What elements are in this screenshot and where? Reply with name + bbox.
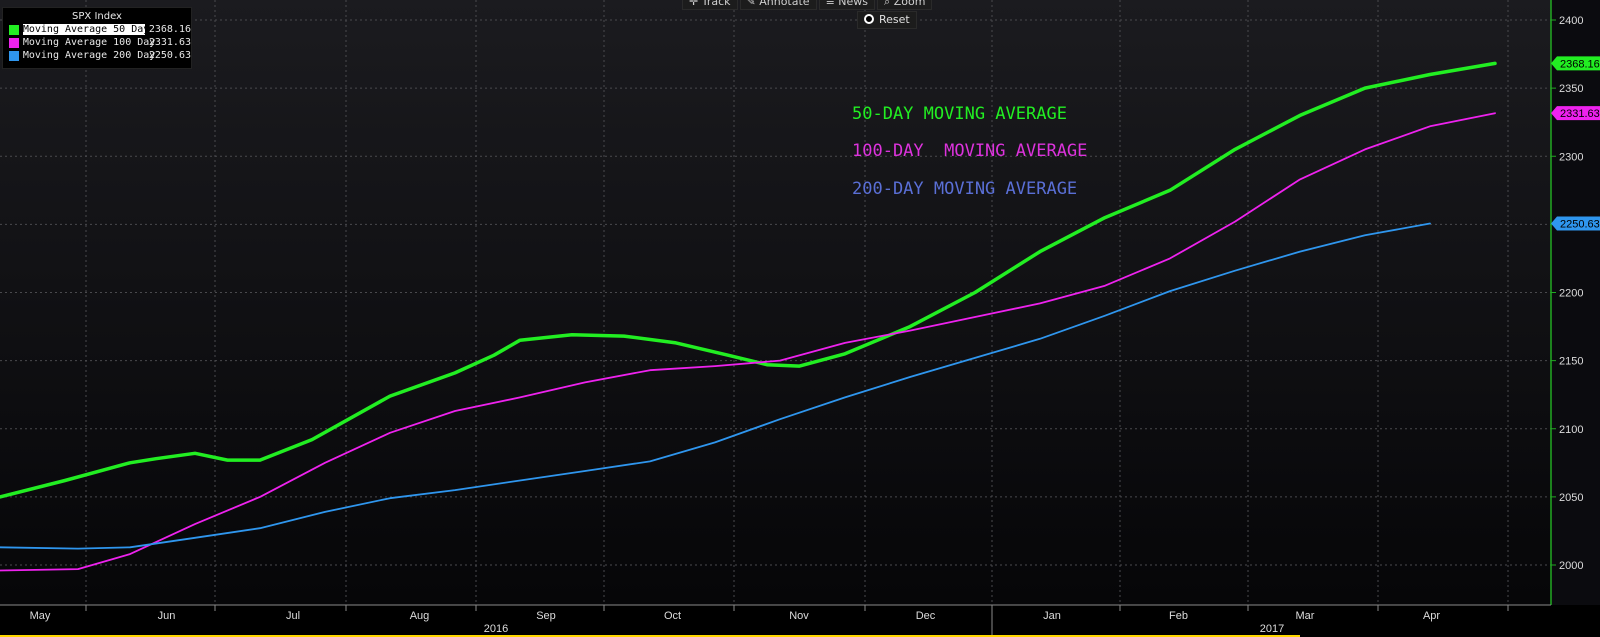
x-tick-label: Feb [1169, 610, 1188, 622]
legend-swatch-ma50 [9, 24, 19, 35]
crosshair-icon: ✛ [689, 0, 702, 8]
year-label: 2017 [1260, 623, 1284, 635]
timeline-bar [0, 635, 1300, 637]
year-label: 2016 [484, 623, 508, 635]
series-ma50-line [0, 61, 1497, 499]
x-tick-label: Sep [536, 610, 556, 622]
y-tick-label: 2100 [1559, 424, 1583, 436]
zoom-button[interactable]: ⌕ Zoom [877, 0, 933, 10]
x-tick-label: May [30, 610, 51, 622]
annotation-ma50: 50-DAY MOVING AVERAGE [852, 104, 1067, 124]
legend-label: Moving Average 50 Day [22, 24, 150, 35]
news-button[interactable]: ≡ News [818, 0, 876, 10]
legend-title: SPX Index [72, 11, 122, 22]
y-tick-label: 2350 [1559, 83, 1583, 95]
annotate-button[interactable]: ✎ Annotate [739, 0, 817, 10]
last-value-tag-ma50-label: 2368.16 [1560, 58, 1600, 70]
legend-value: 2331.63 [148, 37, 191, 48]
x-tick-label: Jul [286, 610, 300, 622]
y-tick-label: 2000 [1559, 560, 1583, 572]
last-value-tag-ma50 [1551, 56, 1600, 71]
y-tick-label: 2050 [1559, 492, 1583, 504]
y-tick-label: 2150 [1559, 356, 1583, 368]
track-button[interactable]: ✛ Track [682, 0, 738, 10]
reset-button[interactable]: Reset [857, 11, 917, 29]
x-tick-label: Oct [664, 610, 681, 622]
series-ma200-line [0, 222, 1431, 550]
x-tick-label: Dec [916, 610, 936, 622]
annotate-icon: ✎ [746, 0, 760, 8]
plot-background [0, 0, 1551, 605]
legend-item-ma50[interactable]: Moving Average 50 Day 2368.16 [3, 23, 191, 36]
y-tick-label: 2200 [1559, 288, 1583, 300]
annotation-ma100: 100-DAY MOVING AVERAGE [852, 141, 1088, 161]
last-value-tag-ma100 [1551, 106, 1600, 121]
legend-swatch-ma100 [9, 37, 19, 48]
last-value-tag-ma100-label: 2331.63 [1560, 108, 1600, 120]
legend-item-ma100[interactable]: Moving Average 100 Day 2331.63 [3, 36, 191, 49]
y-tick-label: 2300 [1559, 151, 1583, 163]
legend-value: 2250.63 [148, 50, 191, 61]
zoom-icon: ⌕ [884, 0, 894, 8]
chart-legend: SPX Index Moving Average 50 Day 2368.16 … [2, 7, 192, 69]
legend-label: Moving Average 200 Day [22, 50, 156, 61]
x-tick-label: Aug [410, 610, 430, 622]
x-tick-label: Jun [158, 610, 176, 622]
last-value-tag-ma200 [1551, 216, 1600, 231]
series-ma100-line [0, 112, 1496, 572]
x-tick-label: Apr [1423, 610, 1440, 622]
annotation-ma200: 200-DAY MOVING AVERAGE [852, 179, 1078, 199]
x-axis-band [0, 605, 1600, 637]
y-tick-label: 2400 [1559, 15, 1583, 27]
chart-toolbar: ✛ Track ✎ Annotate ≡ News ⌕ Zoom [682, 0, 934, 10]
legend-swatch-ma200 [9, 50, 19, 61]
legend-value: 2368.16 [148, 24, 191, 35]
news-icon: ≡ [825, 0, 839, 8]
legend-item-ma200[interactable]: Moving Average 200 Day 2250.63 [3, 49, 191, 62]
radio-icon [864, 14, 874, 24]
x-tick-label: Mar [1296, 610, 1315, 622]
x-tick-label: Jan [1043, 610, 1061, 622]
last-value-tag-ma200-label: 2250.63 [1560, 219, 1600, 231]
legend-label: Moving Average 100 Day [22, 37, 156, 48]
x-tick-label: Nov [789, 610, 809, 622]
